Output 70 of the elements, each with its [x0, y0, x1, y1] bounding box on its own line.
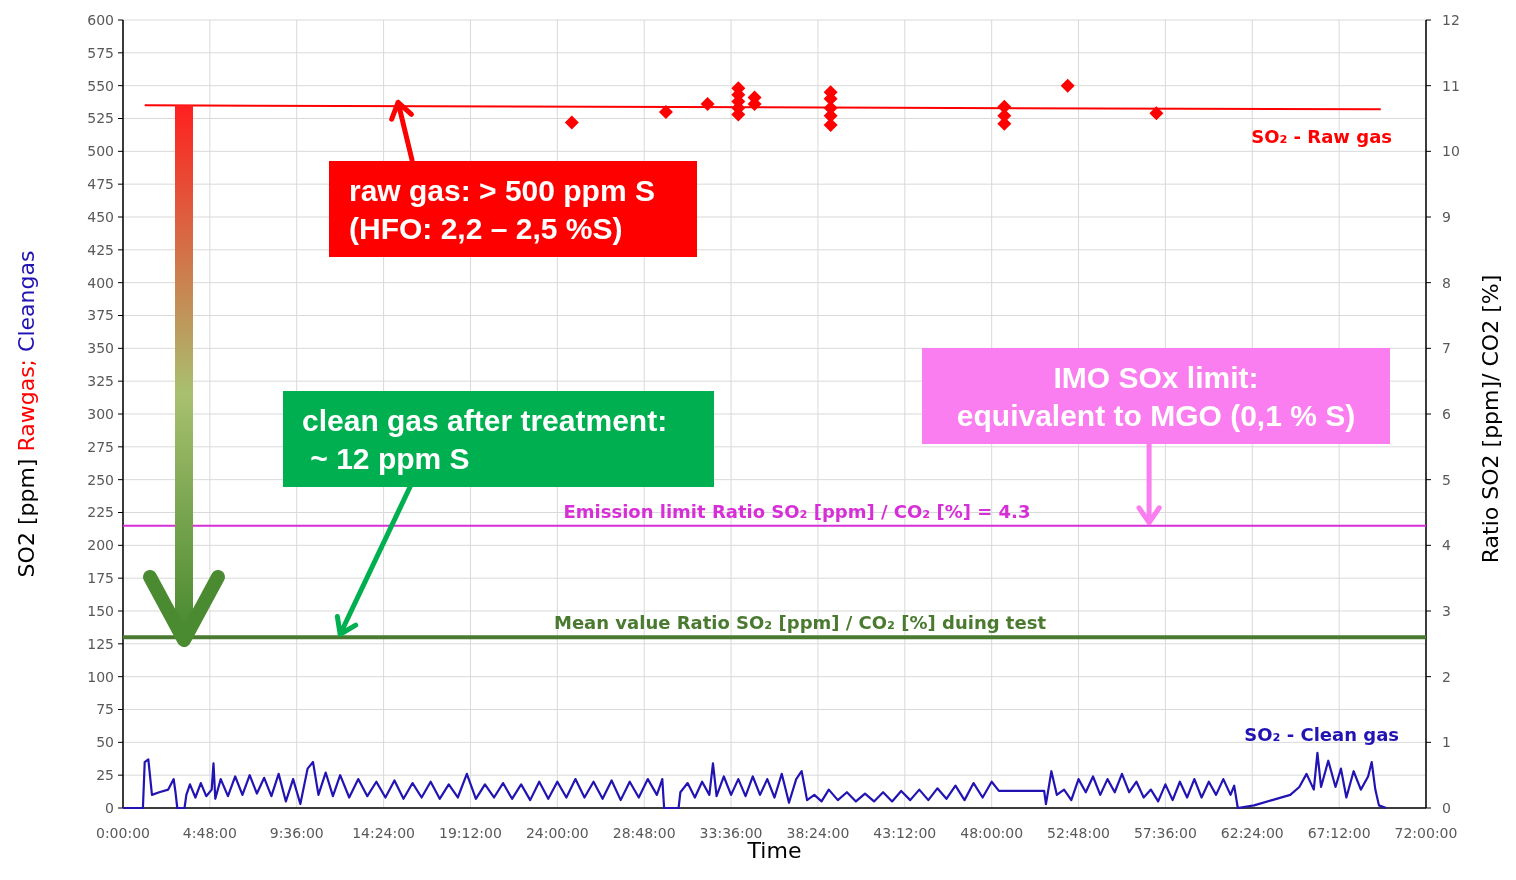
line-series	[121, 751, 1388, 810]
x-tick-label: 19:12:00	[439, 825, 502, 841]
x-tick-label: 14:24:00	[352, 825, 416, 841]
y-tick-label: 125	[87, 635, 114, 652]
y-tick-label: 300	[87, 405, 114, 422]
point	[700, 97, 715, 112]
y-tick-label: 600	[87, 11, 114, 28]
x-tick-label: 72:00:00	[1394, 825, 1458, 841]
y2-tick-label: 12	[1442, 11, 1460, 28]
y2-tick-label: 10	[1442, 143, 1460, 160]
point	[658, 104, 673, 119]
y-tick-label: 100	[87, 668, 114, 685]
y2-tick-label: 0	[1442, 799, 1451, 816]
y-tick-label: 150	[87, 602, 114, 619]
y2-tick-label: 9	[1442, 208, 1451, 225]
annotation: raw gas: > 500 ppm S (HFO: 2,2 – 2,5 %S)	[349, 174, 655, 245]
y-tick-label: 275	[87, 438, 114, 455]
x-tick-label: 9:36:00	[269, 825, 324, 841]
x-tick-label: 67:12:00	[1307, 825, 1371, 841]
annotation: clean gas after treatment: ~ 12 ppm S	[302, 404, 668, 475]
annotation: IMO SOx limit: equivalent to MGO (0,1 % S)	[956, 361, 1356, 432]
y-tick-label: 25	[96, 767, 114, 784]
y2-tick-label: 8	[1442, 274, 1451, 291]
y2-tick-label: 2	[1442, 668, 1451, 685]
y-tick-label: 200	[87, 537, 114, 554]
y-tick-label: 225	[87, 504, 114, 521]
point	[1060, 78, 1075, 93]
y-tick-label: 550	[87, 77, 114, 94]
y-tick-label: 525	[87, 110, 114, 127]
ref-line-label: Emission limit Ratio SO₂ [ppm] / CO₂ [%] = 4.3	[563, 500, 1031, 522]
x-tick-label: 0:00:00	[96, 825, 150, 841]
x-tick-label: 24:00:00	[525, 825, 589, 841]
y-tick-label: 475	[87, 176, 114, 193]
x-tick-label: 43:12:00	[873, 825, 937, 841]
y2-tick-label: 7	[1442, 340, 1451, 357]
ref-line-label: Mean value Ratio SO₂ [ppm] / CO₂ [%] duing test	[554, 612, 1047, 634]
y-tick-label: 425	[87, 241, 114, 258]
text: SO₂ - Raw gas	[1251, 126, 1392, 147]
y-tick-label: 175	[87, 570, 114, 587]
x-tick-label: 28:48:00	[612, 825, 676, 841]
y2-tick-label: 6	[1442, 405, 1451, 422]
x-tick-label: 52:48:00	[1047, 825, 1110, 841]
y2-tick-label: 11	[1442, 77, 1460, 94]
y-tick-label: 0	[105, 799, 114, 816]
y2-tick-label: 4	[1442, 537, 1451, 554]
y-tick-label: 375	[87, 307, 114, 324]
x-tick-label: 48:00:00	[960, 825, 1024, 841]
point	[564, 115, 579, 130]
x-tick-label: 38:24:00	[786, 825, 850, 841]
y2-tick-label: 3	[1442, 602, 1451, 619]
y-tick-label: 250	[87, 471, 114, 488]
x-tick-label: 33:36:00	[699, 825, 763, 841]
y-tick-label: 50	[96, 734, 114, 751]
y-tick-label: 75	[96, 701, 114, 718]
y-tick-label: 350	[87, 340, 114, 357]
x-tick-label: 62:24:00	[1220, 825, 1284, 841]
series-label: SO₂ - Clean gas	[1244, 724, 1399, 745]
x-axis-title: Time	[746, 838, 802, 863]
y2-tick-label: 5	[1442, 471, 1451, 488]
point	[1149, 106, 1164, 121]
y2-axis-title: Ratio SO2 [ppm]/ CO2 [%]	[1477, 274, 1503, 564]
y2-tick-label: 1	[1442, 734, 1451, 751]
y-tick-label: 325	[87, 373, 114, 390]
x-tick-label: 57:36:00	[1133, 825, 1197, 841]
y-tick-label: 400	[87, 274, 114, 291]
y-tick-label: 450	[87, 208, 114, 225]
y-tick-label: 575	[87, 44, 114, 61]
y-tick-label: 500	[87, 143, 114, 160]
y-axis-title: SO2 [ppm] Rawgas; Cleangas	[14, 250, 39, 578]
x-tick-label: 4:48:00	[182, 825, 237, 841]
